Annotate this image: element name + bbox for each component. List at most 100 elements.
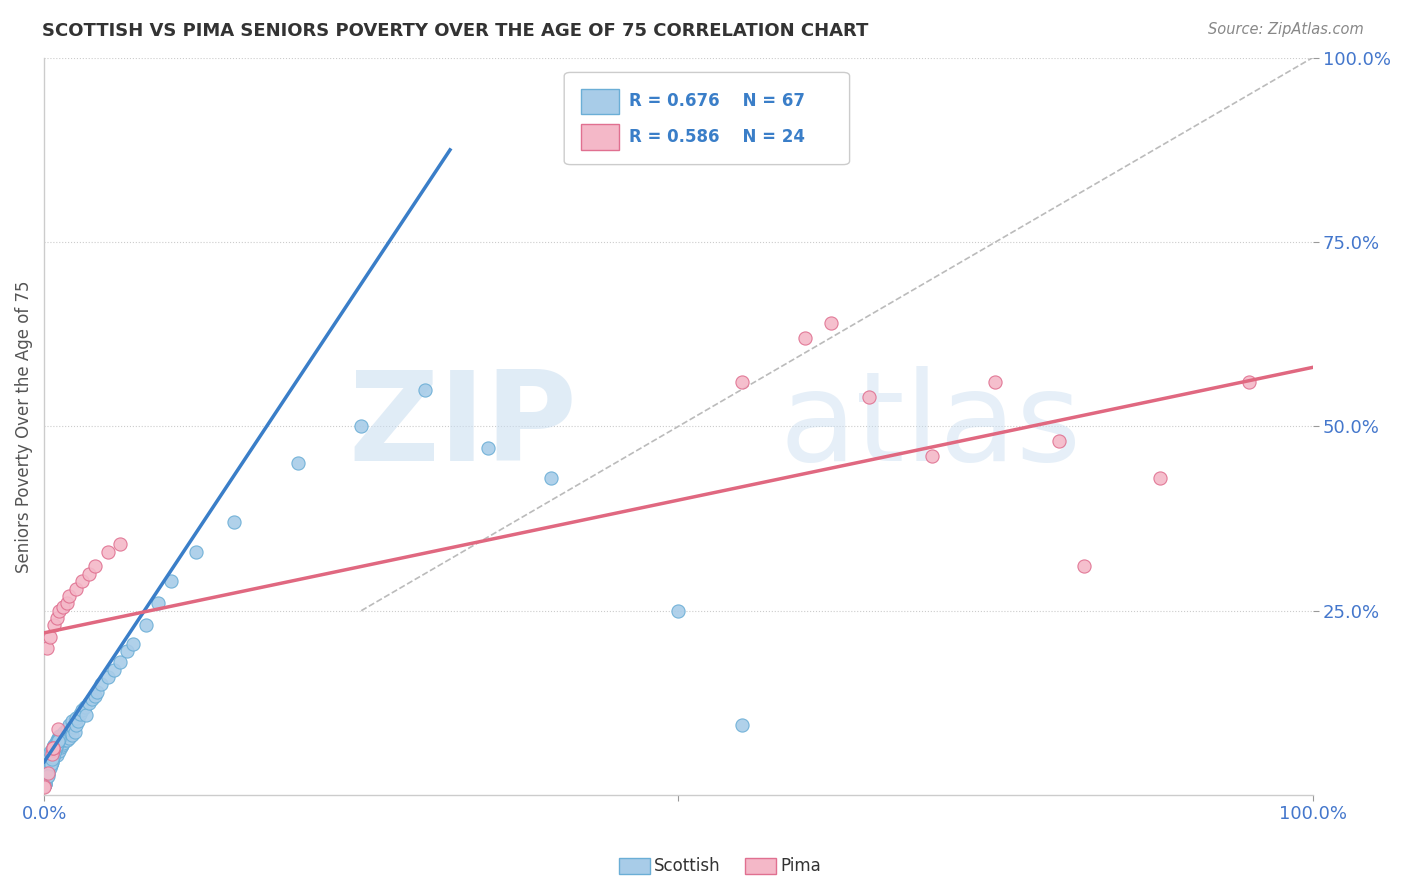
Point [83, 559, 105, 574]
Point [44, 747, 66, 762]
Point [37, 766, 59, 780]
Point [42, 749, 65, 764]
Point [42, 743, 65, 757]
Point [41, 753, 63, 767]
Point [38, 747, 60, 762]
Point [42, 740, 65, 755]
Point [1237, 375, 1260, 389]
Text: Pima: Pima [780, 857, 821, 875]
Point [49, 740, 72, 755]
Point [73, 699, 96, 714]
Point [37, 770, 59, 784]
Point [45, 740, 67, 755]
Point [110, 656, 132, 670]
Point [82, 692, 104, 706]
Point [70, 703, 93, 717]
Point [48, 731, 70, 746]
Point [63, 725, 86, 739]
Text: atlas: atlas [780, 366, 1083, 487]
Point [1073, 559, 1095, 574]
Point [45, 739, 67, 754]
Point [58, 718, 80, 732]
Point [37, 767, 59, 781]
FancyBboxPatch shape [581, 88, 619, 114]
Point [39, 755, 62, 769]
Point [58, 589, 80, 603]
Point [96, 545, 118, 559]
Text: Source: ZipAtlas.com: Source: ZipAtlas.com [1208, 22, 1364, 37]
Point [135, 618, 157, 632]
Point [148, 596, 170, 610]
Text: R = 0.676    N = 67: R = 0.676 N = 67 [628, 92, 804, 111]
Point [122, 637, 145, 651]
Point [540, 471, 562, 485]
Point [34, 777, 56, 791]
Point [37, 769, 59, 783]
Point [90, 677, 112, 691]
Point [52, 600, 75, 615]
Point [42, 749, 65, 764]
Point [65, 718, 87, 732]
Point [77, 566, 100, 581]
Text: Scottish: Scottish [654, 857, 720, 875]
Point [45, 732, 67, 747]
Point [41, 747, 63, 761]
Point [65, 582, 87, 596]
Point [41, 755, 63, 769]
Point [477, 442, 499, 456]
Point [160, 574, 183, 589]
Point [1149, 471, 1171, 485]
Point [41, 755, 63, 769]
Point [731, 718, 754, 732]
Point [42, 741, 65, 756]
Point [34, 777, 56, 791]
Point [34, 780, 56, 794]
Point [44, 618, 66, 632]
Point [44, 744, 66, 758]
Point [77, 696, 100, 710]
Point [34, 777, 56, 791]
Point [56, 596, 79, 610]
Point [921, 449, 943, 463]
Point [110, 537, 132, 551]
Point [46, 733, 69, 747]
Point [86, 685, 108, 699]
Point [51, 738, 73, 752]
Point [666, 604, 689, 618]
Text: ZIP: ZIP [349, 366, 576, 487]
Point [59, 723, 82, 738]
Point [1047, 434, 1070, 449]
Point [41, 752, 63, 766]
Point [48, 744, 70, 758]
Text: SCOTTISH VS PIMA SENIORS POVERTY OVER THE AGE OF 75 CORRELATION CHART: SCOTTISH VS PIMA SENIORS POVERTY OVER TH… [42, 22, 869, 40]
Point [38, 761, 60, 775]
Point [37, 765, 59, 780]
Point [58, 731, 80, 745]
Point [35, 640, 58, 655]
Point [52, 736, 75, 750]
Point [820, 316, 842, 330]
Point [48, 729, 70, 743]
Point [48, 604, 70, 618]
Point [38, 749, 60, 764]
Point [69, 706, 91, 721]
Point [35, 751, 58, 765]
Point [65, 711, 87, 725]
Point [75, 708, 97, 723]
Point [39, 745, 62, 759]
Point [48, 730, 70, 744]
Point [41, 744, 63, 758]
Point [56, 722, 79, 736]
Point [53, 732, 76, 747]
Point [83, 689, 105, 703]
Point [39, 758, 62, 772]
Point [45, 611, 67, 625]
Point [46, 732, 69, 747]
Point [58, 728, 80, 742]
Point [731, 375, 754, 389]
Point [984, 375, 1007, 389]
Point [224, 515, 246, 529]
Point [60, 714, 83, 729]
Point [49, 732, 72, 747]
Point [115, 644, 138, 658]
